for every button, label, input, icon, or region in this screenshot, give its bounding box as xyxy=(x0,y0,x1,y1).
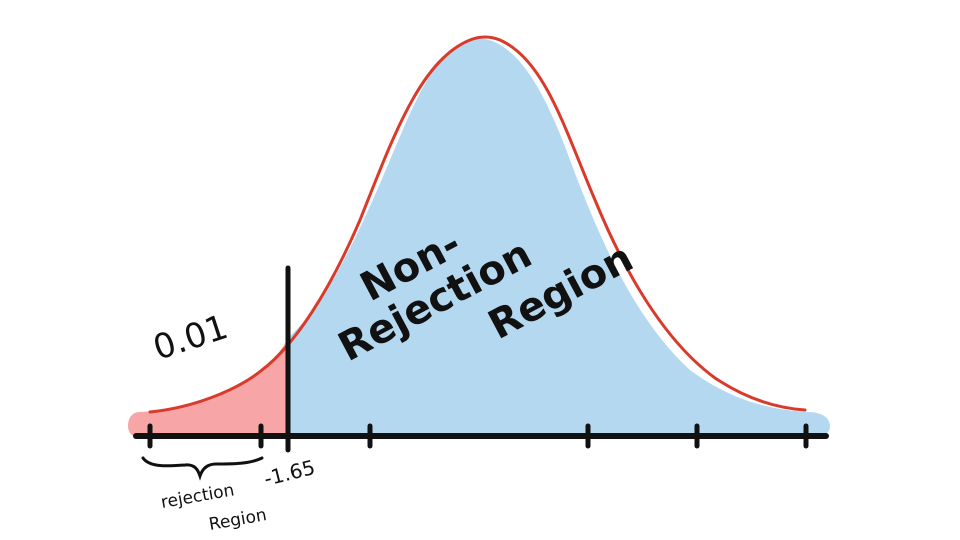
axis-ticks xyxy=(147,423,809,449)
rejection-brace xyxy=(141,456,264,481)
alpha-label: 0.01 xyxy=(148,307,232,368)
rejection-area xyxy=(128,338,288,438)
rejection-region-label-line2: Region xyxy=(207,505,268,535)
rejection-region-label-line1: rejection xyxy=(159,480,236,513)
normal-curve xyxy=(148,35,807,414)
critical-value-label: -1.65 xyxy=(261,455,317,491)
non-rejection-area xyxy=(288,38,830,438)
